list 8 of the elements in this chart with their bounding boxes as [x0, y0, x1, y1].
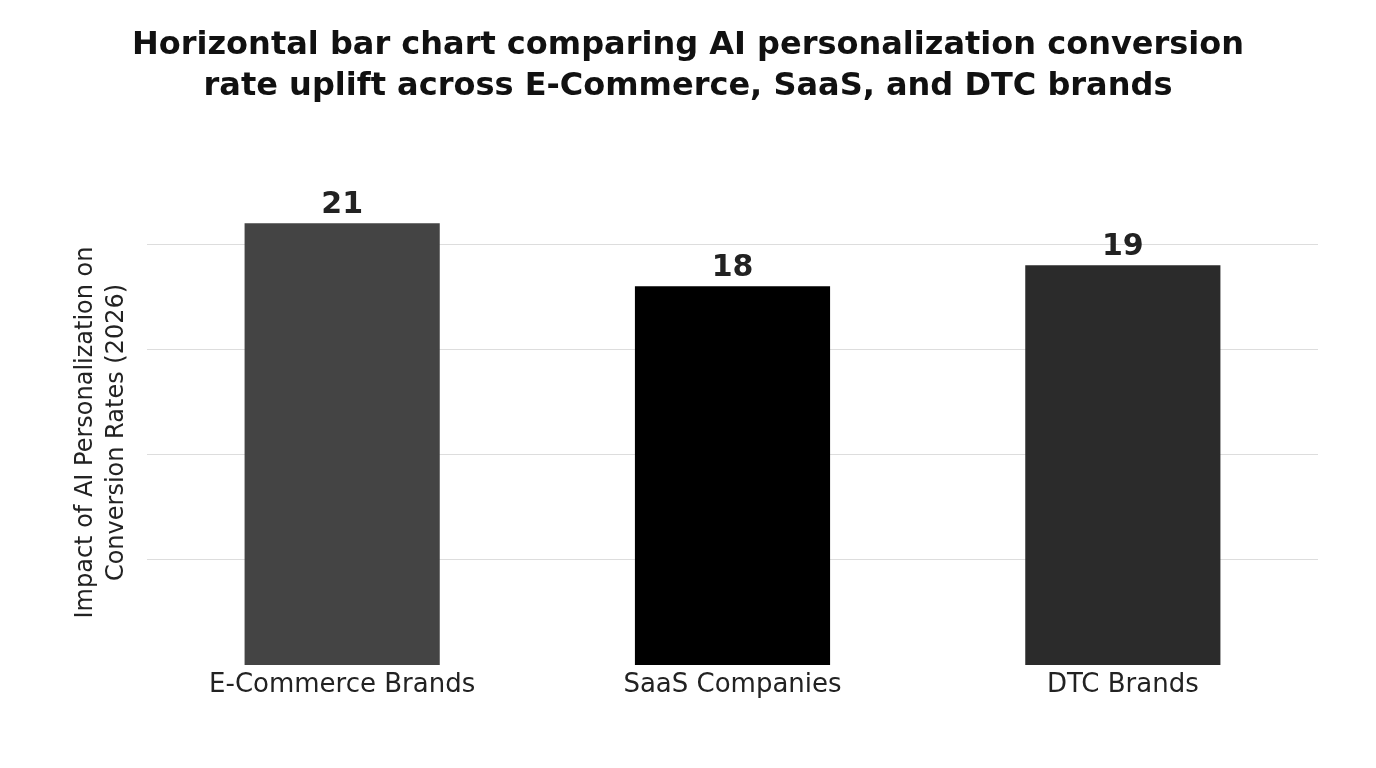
x-tick-label: DTC Brands: [1046, 668, 1199, 698]
chart-title: Horizontal bar chart comparing AI personalization conversion rate uplift across E-Commerce, SaaS, and DTC brands: [131, 23, 1245, 104]
y-axis-title: Impact of AI Personalization on Conversion Rates (2026): [69, 246, 130, 619]
data-label: 19: [1101, 227, 1144, 263]
x-tick-label: E-Commerce Brands: [209, 668, 476, 698]
data-label: 21: [321, 185, 364, 221]
data-label: 18: [711, 248, 754, 284]
x-tick-label: SaaS Companies: [623, 668, 842, 698]
